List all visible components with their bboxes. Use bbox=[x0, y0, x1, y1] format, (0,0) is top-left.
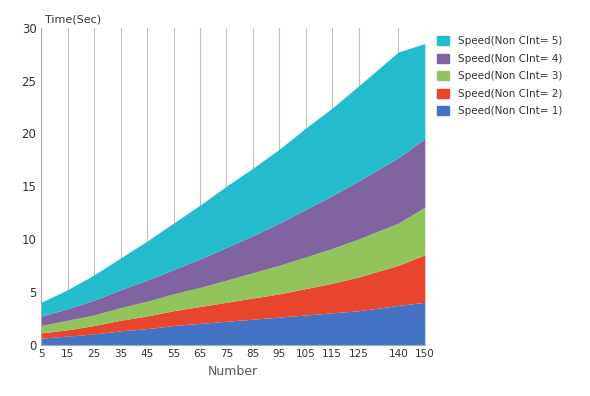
X-axis label: Number: Number bbox=[208, 365, 258, 378]
Legend: Speed(Non CInt= 5), Speed(Non CInt= 4), Speed(Non CInt= 3), Speed(Non CInt= 2), : Speed(Non CInt= 5), Speed(Non CInt= 4), … bbox=[434, 33, 565, 120]
Text: Time(Sec): Time(Sec) bbox=[45, 15, 101, 25]
